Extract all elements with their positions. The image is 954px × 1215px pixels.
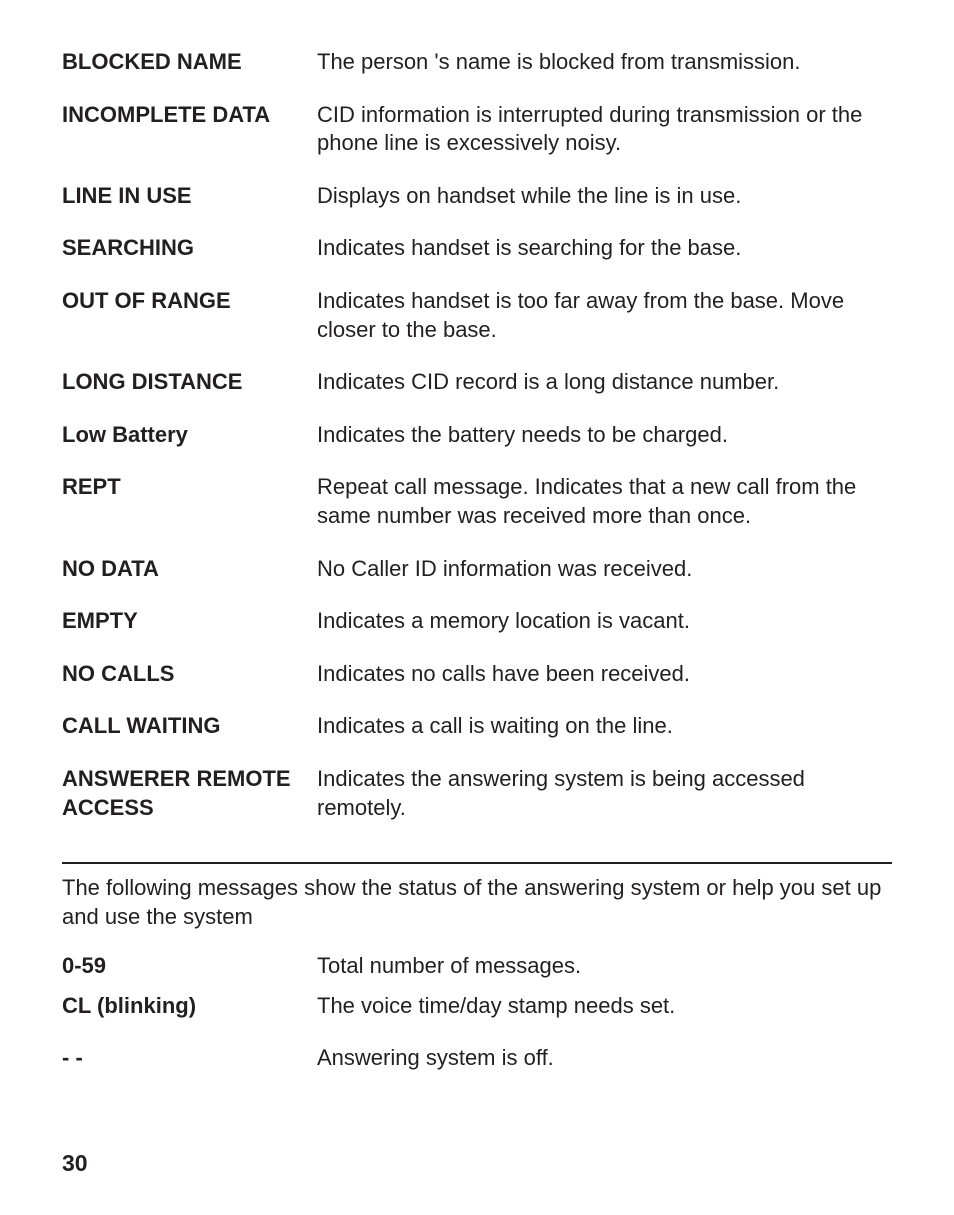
term-desc: Indicates no calls have been received. bbox=[317, 660, 892, 689]
term-label: NO CALLS bbox=[62, 660, 317, 689]
term-desc: Indicates handset is searching for the b… bbox=[317, 234, 892, 263]
term-desc: Indicates the battery needs to be charge… bbox=[317, 421, 892, 450]
term-desc: Repeat call message. Indicates that a ne… bbox=[317, 473, 892, 530]
term-label: BLOCKED NAME bbox=[62, 48, 317, 77]
status-row: - - Answering system is off. bbox=[62, 1043, 892, 1073]
term-desc: Total number of messages. bbox=[317, 951, 892, 981]
term-desc: Answering system is off. bbox=[317, 1043, 892, 1073]
term-desc: No Caller ID information was received. bbox=[317, 555, 892, 584]
term-label: CL (blinking) bbox=[62, 991, 317, 1021]
term-desc: The person 's name is blocked from trans… bbox=[317, 48, 892, 77]
definition-row: BLOCKED NAME The person 's name is block… bbox=[62, 48, 892, 77]
term-desc: Indicates a memory location is vacant. bbox=[317, 607, 892, 636]
status-row: CL (blinking) The voice time/day stamp n… bbox=[62, 991, 892, 1021]
page-number: 30 bbox=[62, 1150, 88, 1177]
term-desc: Indicates handset is too far away from t… bbox=[317, 287, 892, 344]
definition-row: Low Battery Indicates the battery needs … bbox=[62, 421, 892, 450]
definition-row: EMPTY Indicates a memory location is vac… bbox=[62, 607, 892, 636]
term-label: EMPTY bbox=[62, 607, 317, 636]
definition-row: INCOMPLETE DATA CID information is inter… bbox=[62, 101, 892, 158]
term-label: NO DATA bbox=[62, 555, 317, 584]
definitions-list: BLOCKED NAME The person 's name is block… bbox=[62, 48, 892, 822]
term-label: LINE IN USE bbox=[62, 182, 317, 211]
term-label: CALL WAITING bbox=[62, 712, 317, 741]
term-label: - - bbox=[62, 1043, 317, 1073]
term-desc: Displays on handset while the line is in… bbox=[317, 182, 892, 211]
term-label: REPT bbox=[62, 473, 317, 530]
section-intro: The following messages show the status o… bbox=[62, 874, 892, 931]
definition-row: ANSWERER REMOTE ACCESS Indicates the ans… bbox=[62, 765, 892, 822]
definition-row: LONG DISTANCE Indicates CID record is a … bbox=[62, 368, 892, 397]
term-label: 0-59 bbox=[62, 951, 317, 981]
status-row: 0-59 Total number of messages. bbox=[62, 951, 892, 981]
term-label: LONG DISTANCE bbox=[62, 368, 317, 397]
term-label: INCOMPLETE DATA bbox=[62, 101, 317, 158]
definition-row: SEARCHING Indicates handset is searching… bbox=[62, 234, 892, 263]
status-list: 0-59 Total number of messages. CL (blink… bbox=[62, 951, 892, 1072]
definition-row: NO DATA No Caller ID information was rec… bbox=[62, 555, 892, 584]
term-label: OUT OF RANGE bbox=[62, 287, 317, 344]
term-desc: CID information is interrupted during tr… bbox=[317, 101, 892, 158]
definition-row: REPT Repeat call message. Indicates that… bbox=[62, 473, 892, 530]
section-divider bbox=[62, 862, 892, 864]
term-label: ANSWERER REMOTE ACCESS bbox=[62, 765, 317, 822]
term-label: Low Battery bbox=[62, 421, 317, 450]
term-desc: The voice time/day stamp needs set. bbox=[317, 991, 892, 1021]
definition-row: OUT OF RANGE Indicates handset is too fa… bbox=[62, 287, 892, 344]
term-desc: Indicates the answering system is being … bbox=[317, 765, 892, 822]
definition-row: CALL WAITING Indicates a call is waiting… bbox=[62, 712, 892, 741]
definition-row: NO CALLS Indicates no calls have been re… bbox=[62, 660, 892, 689]
definition-row: LINE IN USE Displays on handset while th… bbox=[62, 182, 892, 211]
term-desc: Indicates CID record is a long distance … bbox=[317, 368, 892, 397]
term-desc: Indicates a call is waiting on the line. bbox=[317, 712, 892, 741]
term-label: SEARCHING bbox=[62, 234, 317, 263]
